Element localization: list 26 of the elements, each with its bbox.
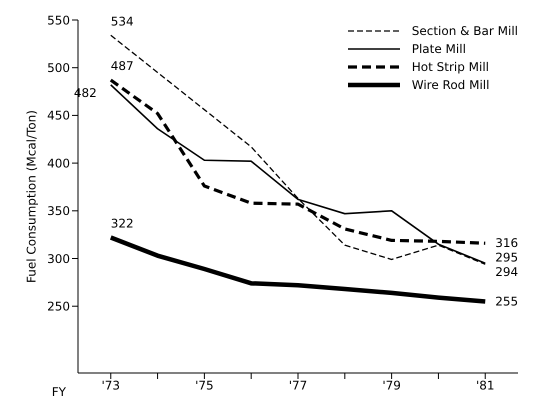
y-tick-label: 400 (47, 156, 70, 170)
x-tick-label: '75 (195, 378, 214, 393)
x-tick-label: '79 (382, 378, 401, 393)
data-label: 294 (495, 265, 518, 280)
x-tick-label: '73 (101, 378, 120, 393)
y-tick-label: 250 (47, 299, 70, 314)
x-tick-label: '77 (288, 378, 308, 393)
data-label: 255 (495, 294, 518, 308)
data-label: 534 (110, 14, 134, 28)
y-tick-label: 450 (47, 108, 70, 123)
y-axis-title: Fuel Consumption (Mcal/Ton) (24, 110, 38, 283)
data-label: 487 (110, 59, 134, 74)
y-tick-label: 500 (47, 60, 70, 75)
legend-label: Wire Rod Mill (412, 78, 490, 92)
data-label: 316 (495, 236, 518, 250)
x-axis-title: FY (52, 385, 67, 399)
y-tick-label: 300 (47, 252, 70, 266)
data-label: 322 (110, 216, 134, 231)
data-label: 295 (495, 250, 518, 264)
legend-label: Hot Strip Mill (412, 60, 489, 74)
legend-label: Plate Mill (412, 42, 466, 56)
y-tick-label: 350 (47, 204, 70, 218)
x-tick-label: '81 (476, 378, 495, 393)
line-series (108, 235, 488, 304)
y-tick-label: 550 (47, 13, 70, 28)
legend-label: Section & Bar Mill (412, 24, 518, 38)
